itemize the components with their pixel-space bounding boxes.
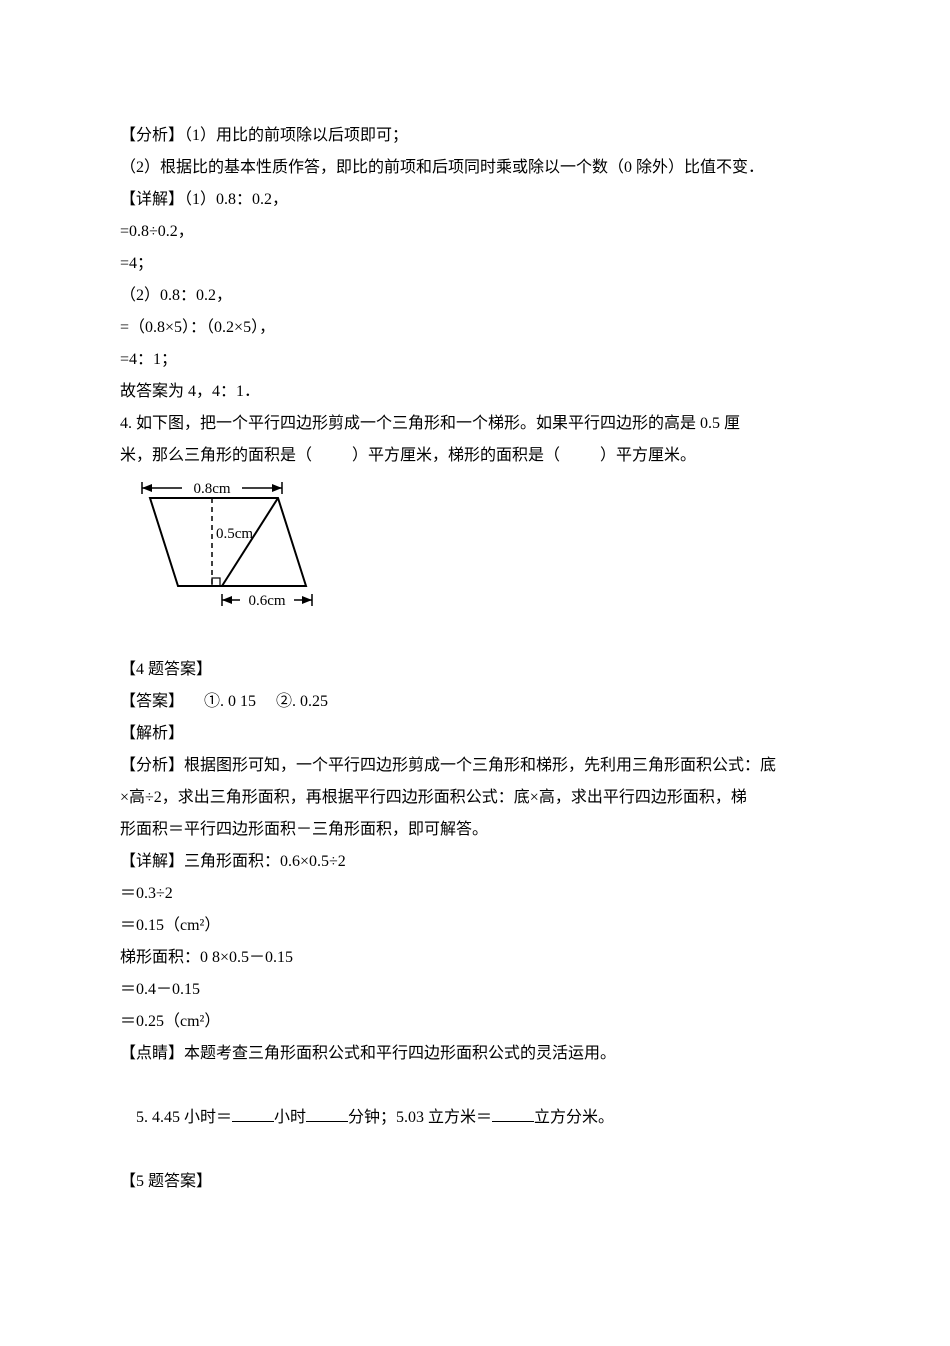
- answer-4: 【答案】 ①. 0 15 ②. 0.25: [120, 686, 860, 718]
- blank-1: [232, 1105, 274, 1122]
- bottom-dim-label: 0.6cm: [248, 593, 285, 609]
- q5-suffix: 立方分米。: [534, 1109, 614, 1126]
- q5-prefix: 5. 4.45 小时＝: [136, 1109, 232, 1126]
- analysis-4-line-3: 形面积＝平行四边形面积－三角形面积，即可解答。: [120, 814, 860, 846]
- detail-4-line-4: 梯形面积：0 8×0.5－0.15: [120, 942, 860, 974]
- parallelogram-diagram: 0.8cm 0.5cm 0.6cm: [122, 478, 860, 630]
- calc-line-1: =0.8÷0.2，: [120, 216, 860, 248]
- detail-4-line-2: ＝0.3÷2: [120, 878, 860, 910]
- detail-line-1: 【详解】（1）0.8：0.2，: [120, 184, 860, 216]
- answer-5-title: 【5 题答案】: [120, 1166, 860, 1198]
- detail-4-line-1: 【详解】三角形面积：0.6×0.5÷2: [120, 846, 860, 878]
- detail-4-line-5: ＝0.4－0.15: [120, 974, 860, 1006]
- document-page: 【分析】（1）用比的前项除以后项即可； （2）根据比的基本性质作答，即比的前项和…: [0, 0, 950, 1346]
- comment-4: 【点睛】本题考查三角形面积公式和平行四边形面积公式的灵活运用。: [120, 1038, 860, 1070]
- q5-mid1: 小时: [274, 1109, 306, 1126]
- top-dim-label: 0.8cm: [193, 481, 230, 497]
- calc-line-2: =4；: [120, 248, 860, 280]
- question-4-line-2: 米，那么三角形的面积是（ ）平方厘米，梯形的面积是（ ）平方厘米。: [120, 440, 860, 472]
- question-5: 5. 4.45 小时＝ 小时 分钟；5.03 立方米＝ 立方分米。: [120, 1070, 860, 1166]
- analysis-line-1: 【分析】（1）用比的前项除以后项即可；: [120, 120, 860, 152]
- diagram-svg: 0.8cm 0.5cm 0.6cm: [122, 478, 332, 618]
- analysis-line-2: （2）根据比的基本性质作答，即比的前项和后项同时乘或除以一个数（0 除外）比值不…: [120, 152, 860, 184]
- blank-3: [492, 1105, 534, 1122]
- calc-line-4: =4：1；: [120, 344, 860, 376]
- detail-line-2: （2）0.8：0.2，: [120, 280, 860, 312]
- answer-4-title: 【4 题答案】: [120, 654, 860, 686]
- detail-4-line-3: ＝0.15（cm²）: [120, 910, 860, 942]
- question-4-line-1: 4. 如下图，把一个平行四边形剪成一个三角形和一个梯形。如果平行四边形的高是 0…: [120, 408, 860, 440]
- explain-label: 【解析】: [120, 718, 860, 750]
- blank-2: [306, 1105, 348, 1122]
- q5-mid2: 分钟；5.03 立方米＝: [348, 1109, 492, 1126]
- height-dim-label: 0.5cm: [216, 526, 253, 542]
- result-line: 故答案为 4，4：1．: [120, 376, 860, 408]
- calc-line-3: =（0.8×5）：（0.2×5），: [120, 312, 860, 344]
- analysis-4-line-1: 【分析】根据图形可知，一个平行四边形剪成一个三角形和梯形，先利用三角形面积公式：…: [120, 750, 860, 782]
- analysis-4-line-2: ×高÷2，求出三角形面积，再根据平行四边形面积公式：底×高，求出平行四边形面积，…: [120, 782, 860, 814]
- detail-4-line-6: ＝0.25（cm²）: [120, 1006, 860, 1038]
